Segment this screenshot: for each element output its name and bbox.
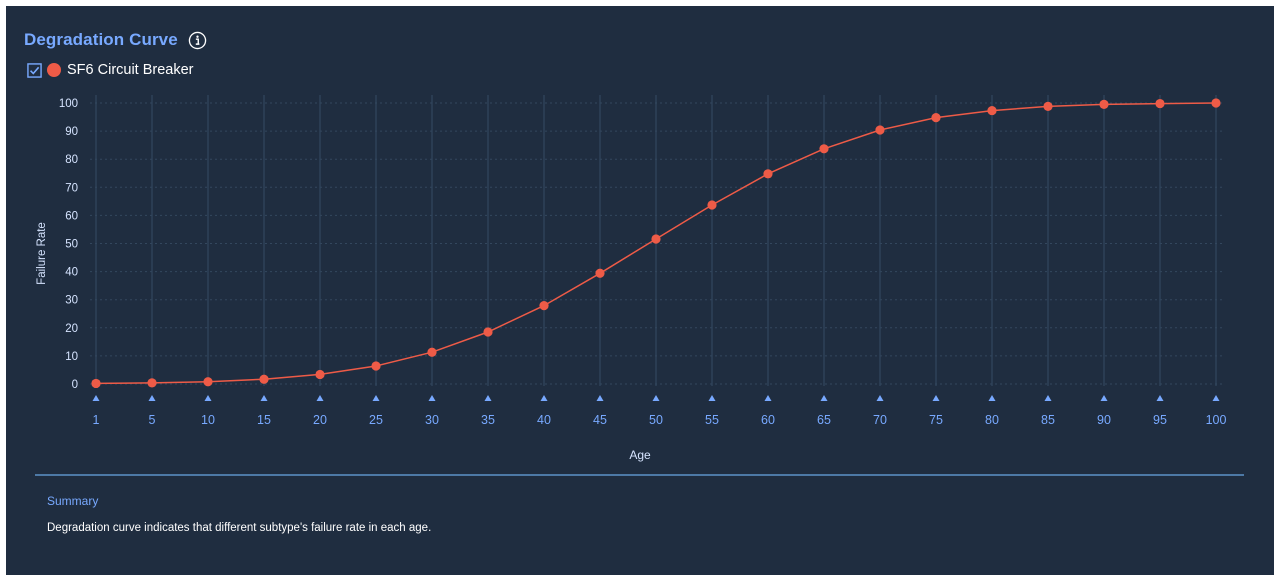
x-tick-label: 85 xyxy=(1041,413,1055,427)
x-tick-label: 65 xyxy=(817,413,831,427)
x-tick-label: 40 xyxy=(537,413,551,427)
x-tick-marker xyxy=(1100,395,1108,401)
data-point xyxy=(651,234,661,244)
x-tick-marker xyxy=(540,395,548,401)
x-tick-marker xyxy=(1156,395,1164,401)
x-tick-label: 10 xyxy=(201,413,215,427)
data-point xyxy=(1099,99,1109,110)
x-tick-marker xyxy=(988,395,996,401)
x-tick-marker xyxy=(484,395,492,401)
x-tick-label: 25 xyxy=(369,413,383,427)
data-point xyxy=(483,327,493,337)
summary-title: Summary xyxy=(47,494,99,508)
data-point xyxy=(315,369,325,380)
y-tick-label: 30 xyxy=(65,295,78,307)
data-point xyxy=(1155,98,1165,109)
y-tick-label: 100 xyxy=(59,98,78,110)
summary-divider xyxy=(35,474,1244,476)
chart-legend: SF6 Circuit Breaker xyxy=(27,62,194,78)
x-tick-marker xyxy=(148,395,156,401)
x-tick-label: 95 xyxy=(1153,413,1167,427)
x-tick-label: 15 xyxy=(257,413,271,427)
data-point xyxy=(763,169,773,179)
x-tick-marker xyxy=(708,395,716,401)
data-point xyxy=(595,268,605,278)
degradation-curve-panel xyxy=(6,6,1274,575)
info-icon[interactable] xyxy=(188,31,207,50)
data-point xyxy=(987,105,997,116)
data-point xyxy=(203,377,213,387)
data-point xyxy=(707,200,717,210)
legend-series-marker xyxy=(47,63,61,77)
y-tick-label: 80 xyxy=(65,154,78,166)
x-tick-marker xyxy=(820,395,828,401)
x-tick-marker xyxy=(204,395,212,401)
y-tick-label: 70 xyxy=(65,182,78,194)
y-axis-title: Failure Rate xyxy=(36,222,48,285)
x-tick-marker xyxy=(876,395,884,401)
x-tick-label: 70 xyxy=(873,413,887,427)
x-tick-label: 80 xyxy=(985,413,999,427)
y-tick-label: 0 xyxy=(72,379,78,391)
x-tick-marker xyxy=(92,395,100,401)
x-tick-marker xyxy=(260,395,268,401)
y-tick-label: 60 xyxy=(65,210,78,222)
x-axis-title: Age xyxy=(629,448,651,462)
x-tick-marker xyxy=(932,395,940,401)
y-tick-label: 50 xyxy=(65,239,78,251)
data-point xyxy=(539,301,549,311)
data-point xyxy=(931,113,941,123)
data-point xyxy=(819,144,829,154)
chart-header: Degradation Curve xyxy=(24,30,207,50)
x-tick-label: 50 xyxy=(649,413,663,427)
data-point xyxy=(1043,101,1053,111)
x-tick-label: 35 xyxy=(481,413,495,427)
x-tick-label: 20 xyxy=(313,413,327,427)
chart-grid xyxy=(90,95,1222,386)
chart-series xyxy=(91,98,1221,389)
x-tick-marker xyxy=(372,395,380,401)
x-tick-label: 90 xyxy=(1097,413,1111,427)
x-tick-marker xyxy=(1212,395,1220,401)
data-point xyxy=(427,347,437,357)
data-point xyxy=(1211,98,1221,108)
data-point xyxy=(91,378,101,389)
y-tick-label: 40 xyxy=(65,267,78,279)
legend-series-label: SF6 Circuit Breaker xyxy=(67,62,194,78)
x-tick-label: 1 xyxy=(93,413,100,427)
data-point xyxy=(371,361,381,371)
y-tick-label: 10 xyxy=(65,351,78,363)
x-tick-label: 100 xyxy=(1206,413,1227,427)
x-tick-marker xyxy=(764,395,772,401)
x-tick-label: 75 xyxy=(929,413,943,427)
y-tick-label: 90 xyxy=(65,126,78,138)
x-tick-marker xyxy=(652,395,660,401)
data-point xyxy=(875,125,885,135)
x-tick-marker xyxy=(596,395,604,401)
x-tick-marker xyxy=(316,395,324,401)
x-tick-marker xyxy=(428,395,436,401)
x-tick-marker xyxy=(1044,395,1052,401)
x-tick-label: 5 xyxy=(149,413,156,427)
data-point xyxy=(147,378,157,388)
chart-title: Degradation Curve xyxy=(24,30,178,49)
x-tick-label: 60 xyxy=(761,413,775,427)
data-point xyxy=(259,374,269,384)
legend-checkbox[interactable] xyxy=(27,62,42,78)
x-tick-label: 30 xyxy=(425,413,439,427)
x-tick-label: 55 xyxy=(705,413,719,427)
x-tick-label: 45 xyxy=(593,413,607,427)
y-tick-label: 20 xyxy=(65,323,78,335)
summary-text: Degradation curve indicates that differe… xyxy=(47,522,432,534)
